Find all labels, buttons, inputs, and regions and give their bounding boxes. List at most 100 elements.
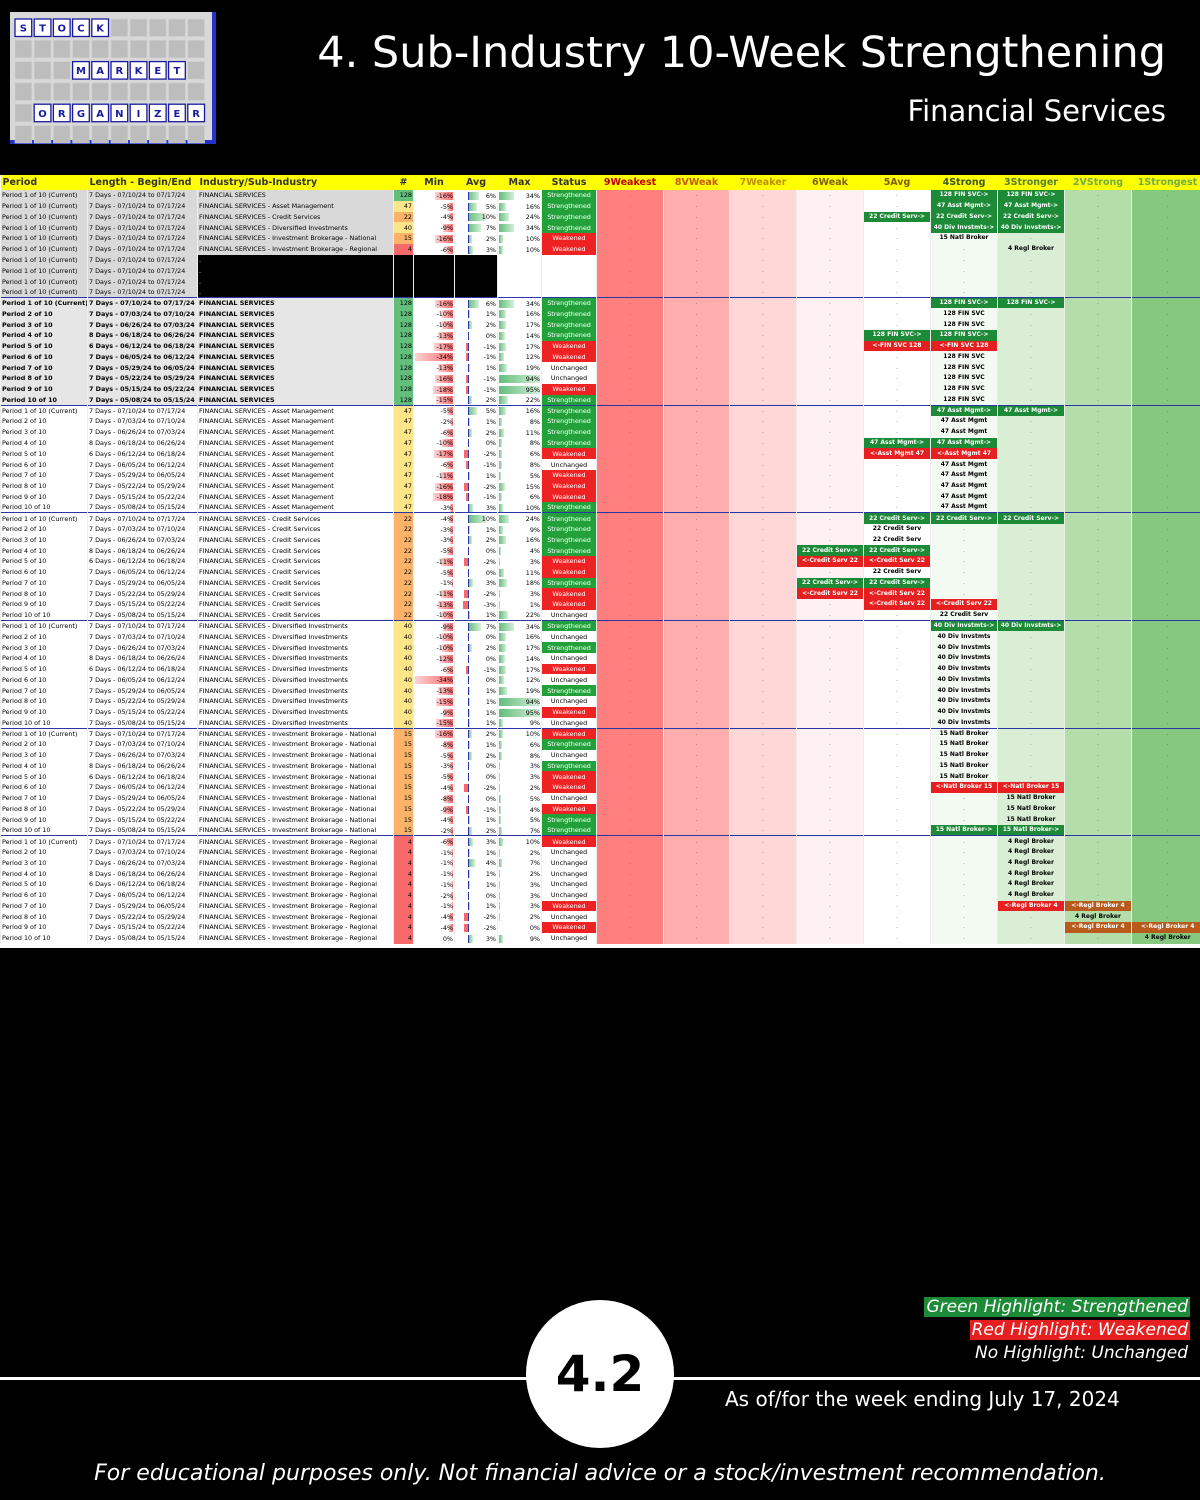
max-value: 2% bbox=[529, 870, 540, 879]
zone-6-cell: . bbox=[796, 404, 864, 417]
max-value: 95% bbox=[525, 385, 540, 394]
status-cell bbox=[541, 254, 597, 266]
min-cell: -11% bbox=[413, 588, 455, 600]
avg-value: 1% bbox=[485, 740, 496, 749]
zone-1-cell: . bbox=[1131, 523, 1200, 535]
zone-6-cell: . bbox=[796, 652, 864, 664]
avg-cell: 10% bbox=[454, 512, 498, 524]
zone-9-cell: . bbox=[596, 534, 664, 546]
zone-6-cell: 22 Credit Serv-> bbox=[796, 545, 864, 557]
max-cell: 19% bbox=[497, 362, 542, 374]
zone-1-cell: . bbox=[1131, 717, 1200, 729]
zone-1-cell: <-Regl Broker 4 bbox=[1131, 922, 1200, 933]
zone-4-cell: . bbox=[930, 932, 998, 944]
max-bar bbox=[499, 816, 502, 825]
max-bar bbox=[499, 934, 503, 943]
avg-value: 1% bbox=[485, 687, 496, 696]
count-cell: 128 bbox=[393, 373, 414, 384]
min-cell: -4% bbox=[413, 782, 455, 793]
industry-cell: FINANCIAL SERVICES - Diversified Investm… bbox=[197, 620, 394, 632]
max-value: 17% bbox=[525, 321, 540, 330]
zone-9-cell: . bbox=[596, 771, 664, 783]
max-bar bbox=[499, 870, 500, 879]
zone-8-cell: . bbox=[663, 835, 730, 847]
length-cell: 6 Days - 06/12/24 to 06/18/24 bbox=[87, 340, 198, 352]
status-cell: Weakened bbox=[541, 706, 597, 718]
zone-1-cell: . bbox=[1131, 448, 1200, 460]
avg-axis bbox=[468, 568, 469, 577]
zone-6-cell: . bbox=[796, 782, 864, 793]
min-value: -16% bbox=[436, 730, 453, 739]
max-value: 94% bbox=[525, 697, 540, 706]
avg-cell: -1% bbox=[454, 663, 498, 675]
min-value: -3% bbox=[440, 503, 453, 512]
count-cell: 128 bbox=[393, 394, 414, 406]
max-cell: 19% bbox=[497, 685, 542, 696]
zone-3-cell: . bbox=[997, 469, 1065, 481]
min-bar bbox=[434, 450, 453, 459]
zone-5-cell: . bbox=[863, 911, 931, 923]
zone-8-cell: . bbox=[663, 362, 730, 374]
svg-text:C: C bbox=[77, 24, 84, 35]
zone-6-cell: . bbox=[796, 674, 864, 686]
count-cell: 40 bbox=[393, 695, 414, 707]
max-bar bbox=[499, 557, 501, 566]
zone-4-cell: 47 Asst Mgmt bbox=[930, 469, 998, 481]
industry-cell: . bbox=[197, 265, 394, 277]
zone-5-cell: . bbox=[863, 771, 931, 783]
max-cell: 3% bbox=[497, 900, 542, 912]
zone-8-cell: . bbox=[663, 588, 730, 600]
min-bar bbox=[451, 880, 453, 889]
zone-5-cell: . bbox=[863, 663, 931, 675]
avg-value: 1% bbox=[485, 708, 496, 717]
table-row: Period 1 of 10 (Current) 7 Days - 07/10/2… bbox=[0, 222, 1200, 234]
zone-2-cell: . bbox=[1064, 383, 1132, 395]
avg-value: 5% bbox=[485, 202, 496, 211]
avg-value: 1% bbox=[485, 364, 496, 373]
zone-6-cell: . bbox=[796, 222, 864, 234]
period-cell: Period 1 of 10 (Current) bbox=[0, 211, 88, 223]
table-row: Period 3 of 10 7 Days - 06/26/24 to 07/03… bbox=[0, 749, 1200, 761]
zone-8-cell: . bbox=[663, 771, 730, 783]
max-value: 4% bbox=[529, 805, 540, 814]
min-bar bbox=[447, 547, 453, 556]
zone-8-cell: . bbox=[663, 523, 730, 535]
avg-bar bbox=[466, 461, 468, 470]
min-cell: -15% bbox=[413, 394, 455, 406]
status-cell: Unchanged bbox=[541, 889, 597, 901]
zone-5-cell: . bbox=[863, 265, 931, 277]
zone-7-cell: . bbox=[729, 200, 797, 212]
avg-axis bbox=[468, 719, 469, 728]
zone-7-cell: . bbox=[729, 706, 797, 718]
avg-bar bbox=[466, 493, 468, 502]
zone-4-cell: . bbox=[930, 534, 998, 546]
table-row: Period 7 of 10 7 Days - 05/29/24 to 06/05… bbox=[0, 792, 1200, 804]
length-cell: 7 Days - 06/05/24 to 06/12/24 bbox=[87, 351, 198, 363]
avg-value: 2% bbox=[485, 826, 496, 835]
length-cell: 7 Days - 05/15/24 to 05/22/24 bbox=[87, 383, 198, 395]
zone-2-cell: . bbox=[1064, 502, 1132, 513]
table-row: Period 6 of 10 7 Days - 06/05/24 to 06/12… bbox=[0, 889, 1200, 901]
zone-7-cell: . bbox=[729, 803, 797, 815]
avg-axis bbox=[468, 364, 469, 373]
max-value: 3% bbox=[529, 773, 540, 782]
avg-axis bbox=[468, 374, 469, 383]
count-cell bbox=[393, 265, 414, 277]
table-row: Period 8 of 10 7 Days - 05/22/24 to 05/29… bbox=[0, 480, 1200, 492]
zone-6-cell: . bbox=[796, 211, 864, 223]
zone-9-cell: . bbox=[596, 868, 664, 879]
zone-8-cell: . bbox=[663, 631, 730, 643]
zone-9-cell: . bbox=[596, 383, 664, 395]
industry-cell: FINANCIAL SERVICES - Asset Management bbox=[197, 459, 394, 470]
min-value: -11% bbox=[436, 590, 453, 599]
min-value: -10% bbox=[436, 310, 453, 319]
legend: Green Highlight: Strengthened Red Highli… bbox=[870, 1297, 1190, 1366]
zone-8-cell: . bbox=[663, 782, 730, 793]
max-value: 14% bbox=[525, 654, 540, 663]
avg-value: 0% bbox=[485, 773, 496, 782]
min-value: -4% bbox=[440, 213, 453, 222]
max-bar bbox=[499, 622, 514, 631]
length-cell: 7 Days - 05/15/24 to 05/22/24 bbox=[87, 922, 198, 933]
min-cell: -15% bbox=[413, 695, 455, 707]
zone-3-cell: . bbox=[997, 609, 1065, 621]
